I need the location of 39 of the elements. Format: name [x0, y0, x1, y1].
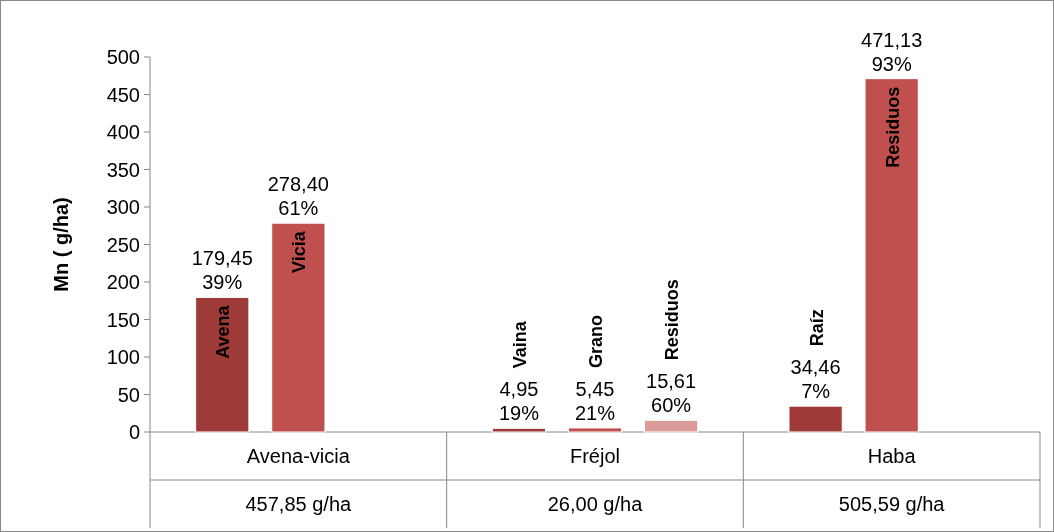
total-label: 26,00 g/ha [547, 493, 644, 515]
x-tick-label: Avena-vicia [246, 445, 351, 467]
data-label: 179,45 39% [191, 247, 253, 294]
y-tick-label: 450 [106, 83, 140, 106]
annotation: Vicia [289, 230, 310, 273]
data-label: 5,45 21% [574, 377, 616, 424]
bar [864, 78, 919, 433]
y-tick-label: 0 [128, 421, 140, 443]
data-label: 278,40 61% [267, 173, 329, 220]
annotation: Raíz [806, 309, 827, 347]
data-label: 471,13 93% [861, 28, 923, 75]
total-label: 457,85 g/ha [245, 493, 353, 515]
annotation: Residuos [882, 86, 903, 168]
annotation: Residuos [662, 279, 683, 361]
y-tick-label: 50 [117, 383, 140, 406]
y-tick-label: 350 [106, 158, 140, 181]
x-tick-label: Haba [867, 445, 917, 467]
bar [271, 222, 326, 433]
x-tick-label: Fréjol [569, 445, 621, 467]
y-tick-label: 200 [106, 271, 140, 293]
annotation: Avena [213, 304, 234, 359]
annotation: Grano [586, 314, 606, 368]
y-tick-label: 500 [106, 46, 140, 68]
y-tick-label: 250 [106, 233, 140, 256]
bar [491, 427, 547, 433]
bar [788, 405, 843, 433]
data-label: 34,46 7% [790, 356, 841, 403]
total-label: 505,59 g/ha [838, 493, 946, 515]
bar [195, 296, 250, 433]
y-tick-label: 400 [106, 121, 140, 143]
y-tick-label: 150 [106, 308, 140, 331]
data-label: 4,95 19% [498, 378, 540, 425]
bar [643, 419, 699, 433]
y-axis-title: Mn ( g/ha) [50, 197, 72, 292]
y-tick-label: 300 [106, 196, 140, 218]
y-tick-label: 100 [106, 346, 140, 368]
data-label: 15,61 60% [646, 370, 697, 417]
annotation: Vaina [509, 320, 530, 369]
bar [567, 427, 623, 433]
